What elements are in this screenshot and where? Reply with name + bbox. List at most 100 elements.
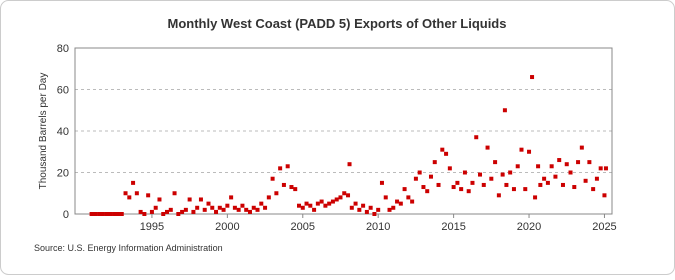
y-tick-label: 80: [57, 43, 69, 55]
point: [153, 205, 158, 210]
point: [557, 158, 562, 163]
point: [485, 145, 490, 150]
point: [115, 212, 120, 216]
point: [134, 191, 139, 196]
point: [119, 212, 124, 216]
point: [591, 187, 596, 192]
point: [168, 207, 173, 212]
x-tick-label: 2025: [592, 221, 616, 233]
x-tick-label: 2005: [291, 221, 315, 233]
point: [361, 203, 366, 208]
chart-title: Monthly West Coast (PADD 5) Exports of O…: [168, 16, 507, 31]
point: [598, 166, 603, 171]
point: [104, 212, 109, 216]
point: [481, 182, 486, 187]
x-tick-label: 2020: [517, 221, 541, 233]
point: [353, 201, 358, 206]
point: [244, 207, 249, 212]
point: [383, 195, 388, 200]
point: [474, 135, 479, 140]
point: [347, 162, 352, 167]
y-axis-label: Thousand Barrels per Day: [38, 73, 49, 190]
point: [266, 195, 271, 200]
point: [603, 166, 608, 171]
point: [489, 176, 494, 181]
point: [395, 199, 400, 204]
point: [357, 207, 362, 212]
point: [255, 207, 260, 212]
point: [315, 201, 320, 206]
point: [583, 178, 588, 183]
point: [428, 174, 433, 179]
point: [97, 212, 102, 216]
point: [183, 207, 188, 212]
point: [451, 185, 456, 190]
point: [406, 195, 411, 200]
point: [89, 212, 94, 216]
point: [440, 147, 445, 152]
point: [523, 187, 528, 192]
x-tick-label: 2010: [366, 221, 390, 233]
point: [289, 185, 294, 190]
point: [225, 203, 230, 208]
point: [338, 195, 343, 200]
point: [364, 209, 369, 214]
point: [270, 176, 275, 181]
point: [368, 205, 373, 210]
point: [391, 205, 396, 210]
source: Source: U.S. Energy Information Administ…: [34, 243, 223, 253]
point: [346, 193, 351, 198]
point: [444, 151, 449, 156]
x-tick-label: 1995: [140, 221, 164, 233]
point: [198, 197, 203, 202]
point: [508, 170, 513, 175]
point: [127, 195, 132, 200]
point: [602, 193, 607, 198]
point: [300, 205, 305, 210]
point: [387, 207, 392, 212]
point: [180, 209, 185, 214]
point: [274, 191, 279, 196]
point: [421, 185, 426, 190]
point: [172, 191, 177, 196]
point: [545, 180, 550, 185]
point: [176, 212, 181, 216]
point: [221, 207, 226, 212]
point: [579, 145, 584, 150]
point: [165, 209, 170, 214]
point: [146, 193, 151, 198]
point: [413, 176, 418, 181]
point: [549, 164, 554, 169]
x-tick-label: 2015: [441, 221, 465, 233]
point: [210, 205, 215, 210]
point: [500, 172, 505, 177]
point: [417, 170, 422, 175]
point: [232, 205, 237, 210]
point: [323, 203, 328, 208]
point: [149, 209, 154, 214]
point: [587, 160, 592, 165]
point: [402, 187, 407, 192]
y-tick-label: 60: [57, 85, 69, 97]
point: [138, 209, 143, 214]
point: [564, 162, 569, 167]
point: [425, 189, 430, 194]
point: [502, 108, 507, 113]
point: [568, 170, 573, 175]
point: [466, 189, 471, 194]
point: [519, 147, 524, 152]
point: [372, 212, 377, 216]
point: [308, 203, 313, 208]
point: [376, 207, 381, 212]
point: [398, 201, 403, 206]
y-tick-label: 0: [63, 209, 69, 221]
point: [251, 205, 256, 210]
point: [410, 199, 415, 204]
point: [214, 209, 219, 214]
point: [496, 193, 501, 198]
point: [533, 195, 538, 200]
y-tick-label: 20: [57, 168, 69, 180]
point: [553, 174, 558, 179]
point: [281, 182, 286, 187]
point: [542, 176, 547, 181]
